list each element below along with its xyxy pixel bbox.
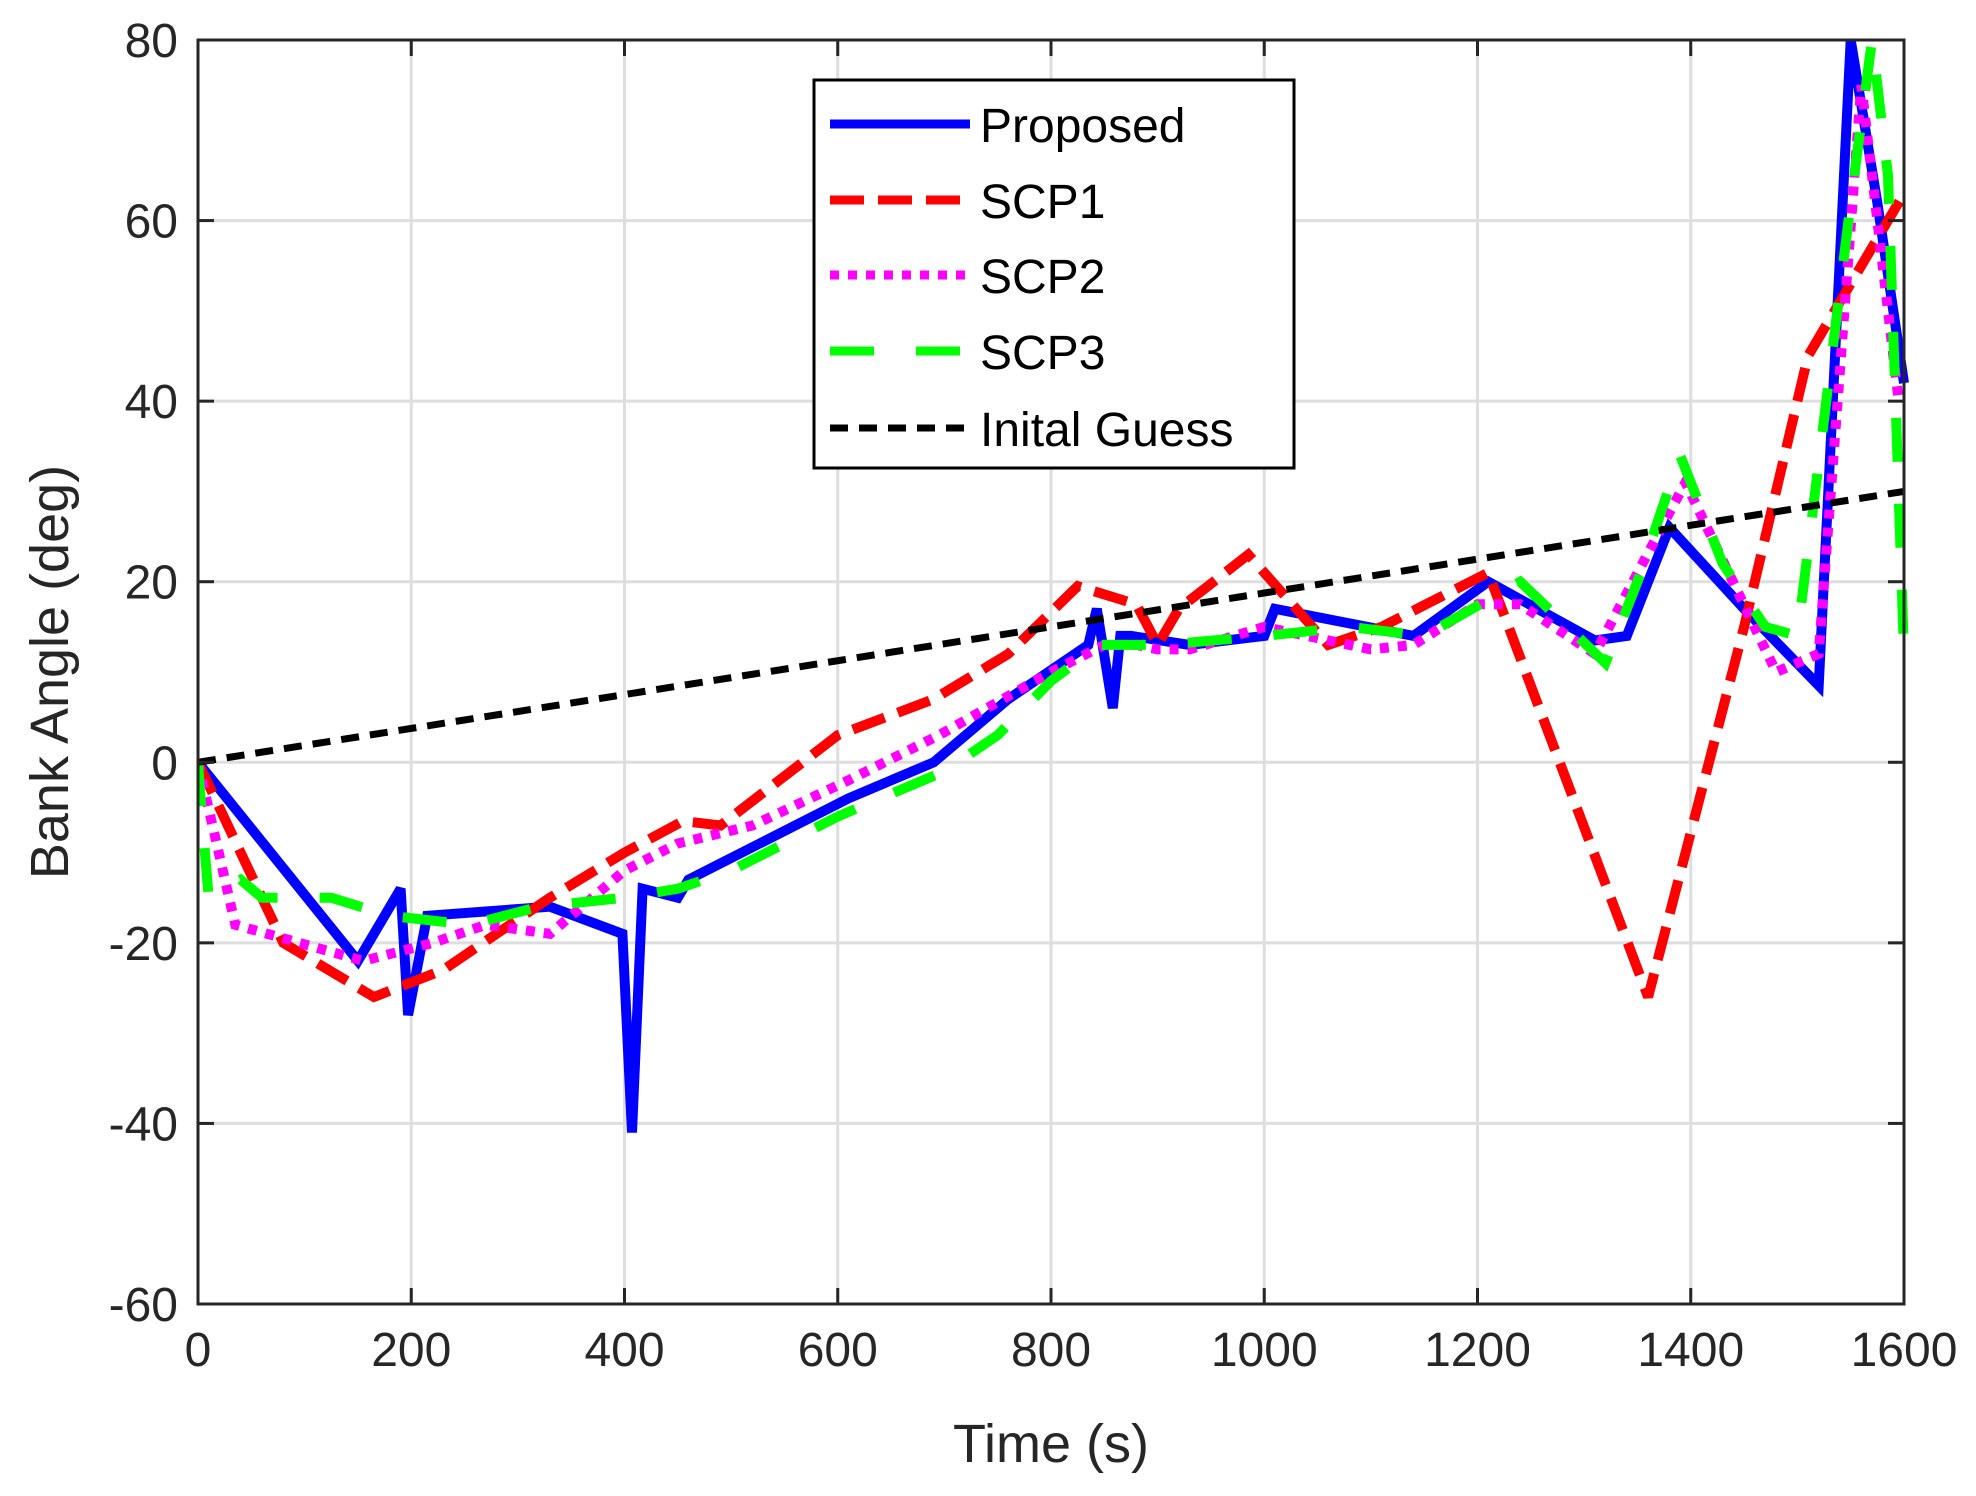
x-tick-labels: 0 200 400 600 800 1000 1200 1400 1600 xyxy=(185,1324,1958,1377)
legend-label-proposed: Proposed xyxy=(980,100,1185,153)
x-tick-label: 800 xyxy=(1011,1324,1091,1377)
x-tick-label: 200 xyxy=(371,1324,451,1377)
x-tick-label: 1200 xyxy=(1424,1324,1531,1377)
legend-box xyxy=(812,78,1296,470)
y-tick-label: -20 xyxy=(109,918,178,971)
y-tick-label: 80 xyxy=(125,15,178,68)
x-axis-label: Time (s) xyxy=(953,1414,1149,1474)
series-line-proposed xyxy=(198,39,1909,1133)
y-axis-label: Bank Angle (deg) xyxy=(20,465,80,879)
series-line-scp1 xyxy=(198,190,1909,1003)
x-tick-label: 1000 xyxy=(1211,1324,1318,1377)
y-tick-label: -40 xyxy=(109,1098,178,1151)
y-tick-labels: -60 -40 -20 0 20 40 60 80 xyxy=(109,15,178,1332)
y-tick-label: 40 xyxy=(125,376,178,429)
x-tick-label: 0 xyxy=(185,1324,212,1377)
x-tick-label: 1400 xyxy=(1637,1324,1744,1377)
x-tick-label: 600 xyxy=(798,1324,878,1377)
legend-label-inital-guess: Inital Guess xyxy=(980,404,1233,457)
legend-label-scp1: SCP1 xyxy=(980,176,1105,229)
series-lines xyxy=(198,39,1909,1133)
x-tick-label: 400 xyxy=(584,1324,664,1377)
x-tick-label: 1600 xyxy=(1851,1324,1958,1377)
axis-ticks xyxy=(196,38,1906,1306)
series-line-scp3 xyxy=(198,39,1909,930)
legend: Proposed SCP1 SCP2 SCP3 Inital Guess xyxy=(812,78,1296,470)
legend-label-scp3: SCP3 xyxy=(980,327,1105,380)
y-tick-label: 60 xyxy=(125,196,178,249)
y-tick-label: -60 xyxy=(109,1279,178,1332)
legend-label-scp2: SCP2 xyxy=(980,251,1105,304)
y-tick-label: 20 xyxy=(125,557,178,610)
y-tick-label: 0 xyxy=(151,737,178,790)
